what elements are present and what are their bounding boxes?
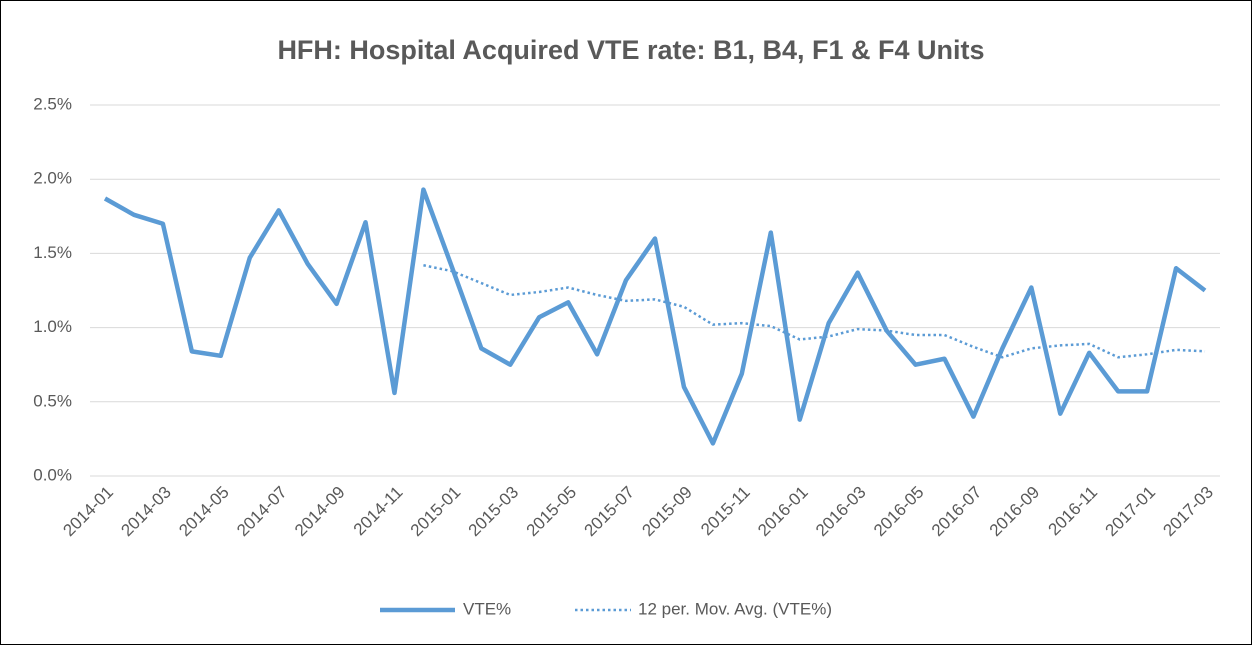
data-line: [103, 187, 1207, 446]
legend-label: 12 per. Mov. Avg. (VTE%): [638, 599, 832, 618]
y-tick-label: 2.0%: [33, 169, 72, 188]
legend-label: VTE%: [463, 599, 511, 618]
y-tick-label: 0.0%: [33, 465, 72, 484]
chart-title: HFH: Hospital Acquired VTE rate: B1, B4,…: [277, 35, 984, 65]
y-tick-label: 0.5%: [33, 391, 72, 410]
y-tick-label: 1.5%: [33, 243, 72, 262]
data-line: [423, 264, 1206, 359]
y-tick-label: 2.5%: [33, 94, 72, 113]
y-tick-label: 1.0%: [33, 317, 72, 336]
